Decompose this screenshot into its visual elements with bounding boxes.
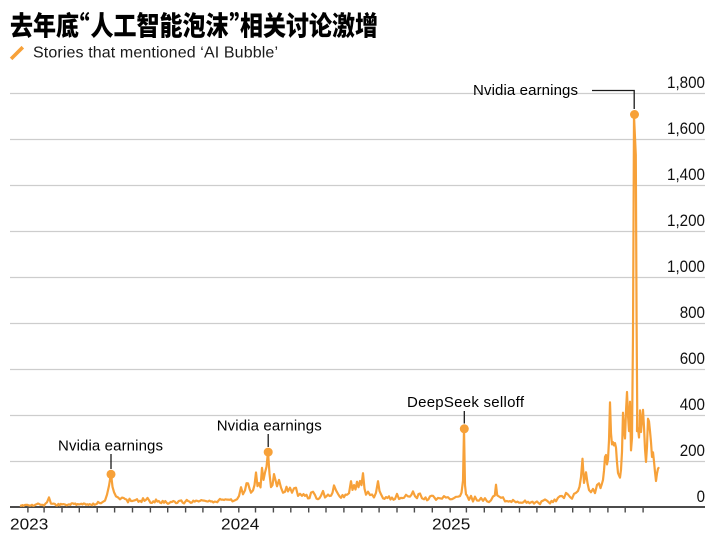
svg-text:400: 400 [680,395,705,414]
svg-text:800: 800 [680,303,705,322]
svg-text:2023: 2023 [10,517,48,534]
svg-text:1,200: 1,200 [667,211,705,230]
svg-text:1,800: 1,800 [667,73,705,92]
svg-text:1,400: 1,400 [667,165,705,184]
svg-text:1,600: 1,600 [667,119,705,138]
svg-text:0: 0 [697,487,705,506]
svg-text:200: 200 [680,441,705,460]
svg-text:2025: 2025 [432,517,470,534]
svg-text:600: 600 [680,349,705,368]
svg-text:Nvidia earnings: Nvidia earnings [473,82,578,99]
svg-text:Nvidia earnings: Nvidia earnings [58,438,163,455]
svg-text:DeepSeek selloff: DeepSeek selloff [407,394,525,411]
svg-text:Nvidia earnings: Nvidia earnings [217,418,322,435]
svg-text:Stories that mentioned ‘AI Bub: Stories that mentioned ‘AI Bubble’ [33,45,278,62]
svg-text:2024: 2024 [221,517,259,534]
svg-text:1,000: 1,000 [667,257,705,276]
